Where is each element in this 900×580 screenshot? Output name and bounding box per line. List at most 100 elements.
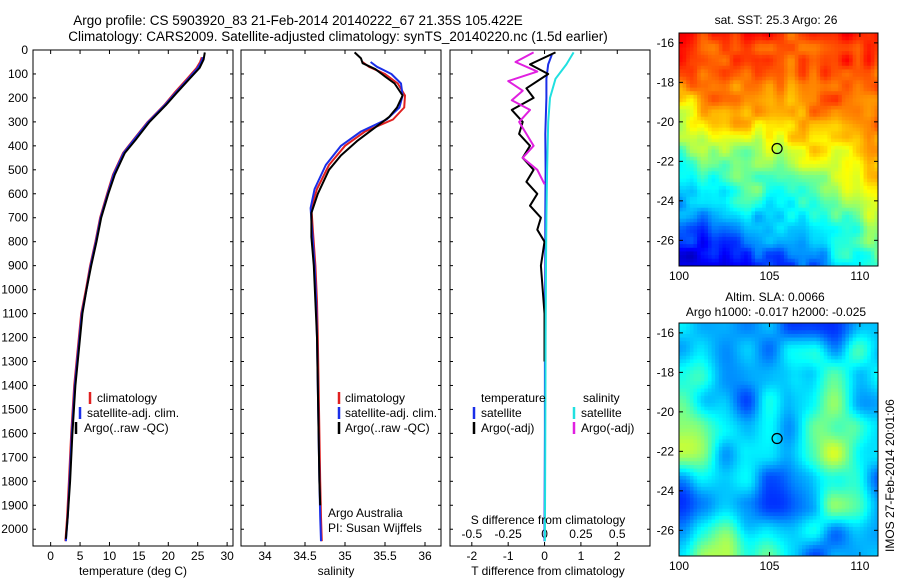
- map-cell: [765, 355, 770, 360]
- map-cell: [765, 51, 770, 56]
- map-cell: [762, 326, 767, 331]
- map-cell: [820, 83, 825, 89]
- map-cell: [841, 233, 846, 238]
- map-cell: [707, 392, 712, 397]
- map-cell: [827, 377, 832, 382]
- map-cell: [856, 218, 861, 223]
- map-cell: [729, 215, 734, 220]
- map-cell: [794, 116, 799, 121]
- map-cell: [754, 370, 759, 375]
- map-cell: [787, 251, 792, 256]
- map-cell: [827, 98, 832, 103]
- map-cell: [762, 182, 767, 187]
- map-cell: [747, 326, 752, 331]
- map-cell: [758, 373, 763, 379]
- map-cell: [686, 65, 691, 70]
- map-cell: [747, 395, 752, 400]
- map-cell: [744, 91, 749, 96]
- map-cell: [704, 363, 709, 368]
- map-cell: [769, 174, 774, 180]
- map-cell: [740, 160, 745, 165]
- map-cell: [700, 200, 705, 205]
- map-cell: [715, 258, 720, 263]
- map-cell: [700, 105, 705, 110]
- map-cell: [740, 355, 745, 360]
- map-cell: [859, 373, 864, 379]
- map-cell: [856, 200, 861, 205]
- legend-satellite-adj: satellite-adj. clim.: [87, 406, 179, 420]
- map-cell: [758, 262, 763, 267]
- map-cell: [751, 200, 756, 205]
- map-cell: [722, 142, 727, 147]
- map-cell: [867, 51, 872, 56]
- map-cell: [791, 352, 796, 357]
- map-cell: [823, 193, 828, 198]
- map-cell: [740, 392, 745, 397]
- map-cell: [693, 236, 698, 241]
- map-cell: [718, 204, 723, 209]
- map-cell: [863, 262, 868, 267]
- map-cell: [845, 326, 850, 331]
- map-cell: [747, 247, 752, 252]
- map-cell: [747, 370, 752, 375]
- map-cell: [733, 204, 738, 209]
- map-cell: [870, 76, 875, 81]
- map-cell: [693, 189, 698, 194]
- map-cell: [700, 76, 705, 81]
- map-cell: [704, 215, 709, 220]
- map-cell: [787, 240, 792, 245]
- x-tick-label: 10: [103, 549, 117, 563]
- map-cell: [812, 164, 817, 169]
- map-cell: [787, 323, 792, 328]
- map-cell: [791, 58, 796, 63]
- map-cell: [686, 348, 691, 353]
- map-cell: [820, 160, 825, 165]
- map-cell: [838, 189, 843, 194]
- map-cell: [773, 174, 778, 180]
- map-cell: [733, 167, 738, 172]
- map-cell: [697, 337, 702, 342]
- map-cell: [802, 102, 807, 107]
- map-cell: [744, 131, 749, 136]
- map-cell: [773, 359, 778, 364]
- map-cell: [744, 138, 749, 143]
- map-cell: [700, 178, 705, 183]
- map-cell: [838, 54, 843, 59]
- map-cell: [765, 185, 770, 190]
- map-cell: [827, 363, 832, 368]
- map-cell: [805, 337, 810, 342]
- legend-t-satellite: satellite: [481, 406, 522, 420]
- map-cell: [820, 185, 825, 190]
- map-cell: [856, 377, 861, 382]
- map-cell: [780, 330, 785, 335]
- y-tick-label: 1000: [1, 283, 28, 297]
- map-cell: [715, 225, 720, 230]
- map-cell: [867, 145, 872, 150]
- map-cell: [711, 207, 716, 212]
- map-cell: [682, 145, 687, 150]
- map-cell: [841, 76, 846, 81]
- map-cell: [718, 116, 723, 121]
- map-cell: [773, 218, 778, 223]
- map-cell: [700, 359, 705, 364]
- map-cell: [773, 33, 778, 38]
- map-cell: [751, 392, 756, 397]
- map-cell: [798, 262, 803, 267]
- map-cell: [718, 373, 723, 379]
- map-cell: [834, 174, 839, 180]
- map-cell: [791, 185, 796, 190]
- map-cell: [787, 395, 792, 400]
- map-cell: [729, 105, 734, 110]
- map-cell: [769, 251, 774, 256]
- map-cell: [841, 196, 846, 201]
- map-cell: [791, 193, 796, 198]
- map-cell: [747, 105, 752, 110]
- map-cell: [762, 204, 767, 209]
- map-cell: [700, 377, 705, 382]
- map-cell: [704, 337, 709, 342]
- map-cell: [697, 244, 702, 249]
- map-cell: [697, 182, 702, 187]
- map-cell: [679, 373, 684, 379]
- map-cell: [798, 218, 803, 223]
- map-cell: [859, 258, 864, 263]
